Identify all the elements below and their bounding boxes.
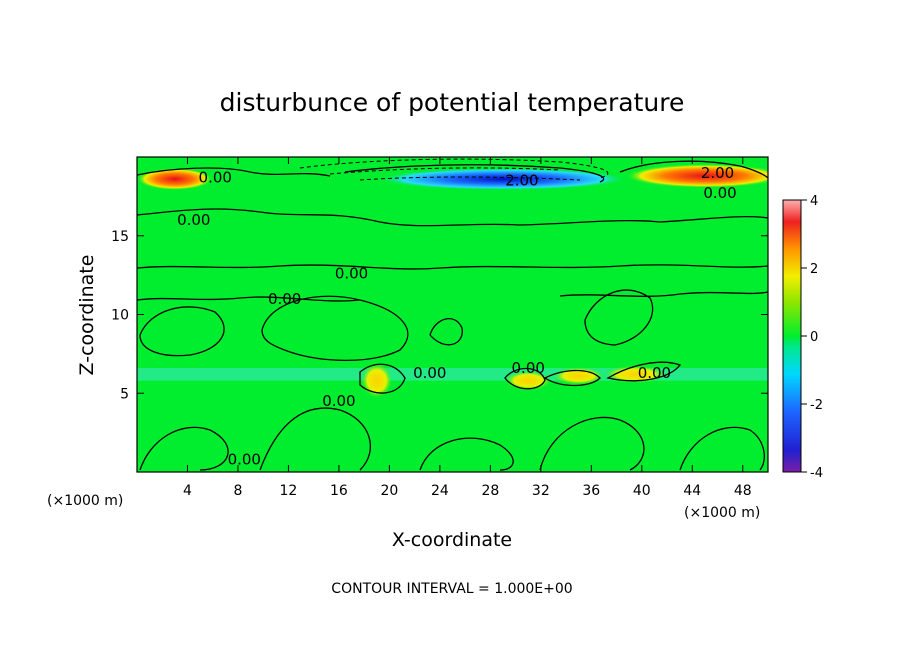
contour-line: [606, 361, 682, 382]
contour-line: [539, 416, 645, 471]
anomaly-blob: [360, 362, 393, 399]
contour-line: [261, 295, 409, 361]
x-unit-left: (×1000 m): [47, 493, 123, 509]
contour-line: [137, 264, 768, 270]
contour-line: [137, 208, 768, 227]
x-tick-label: 4: [183, 483, 192, 499]
contour-line: [559, 291, 768, 297]
contour-line: [584, 289, 654, 346]
x-tick-label: 24: [431, 483, 449, 499]
contour-label: 0.00: [322, 392, 355, 410]
contour-label: 0.00: [268, 290, 301, 308]
contour-line: [429, 318, 463, 346]
temperature-field: [137, 157, 768, 472]
chart-title: disturbunce of potential temperature: [220, 88, 685, 117]
colorbar-tick-label: 4: [810, 194, 818, 209]
x-tick-label: 36: [582, 483, 600, 499]
negative-contour-line: [359, 176, 581, 181]
contour-line: [259, 407, 371, 471]
x-tick-label: 8: [233, 483, 242, 499]
colorbar-gradient: [782, 199, 802, 473]
contour-interval-note: CONTOUR INTERVAL = 1.000E+00: [331, 581, 572, 597]
contour-label: 0.00: [413, 364, 446, 382]
x-tick-label: 32: [532, 483, 550, 499]
x-unit-right: (×1000 m): [684, 505, 760, 521]
contour-line: [504, 367, 546, 390]
contour-line: [137, 296, 361, 302]
contour-label: 0.00: [703, 184, 736, 202]
contour-line: [137, 167, 331, 177]
colorbar-tick-label: 2: [810, 262, 818, 277]
contour-label: 2.00: [701, 164, 734, 182]
contour-line: [359, 363, 406, 394]
anomaly-blob: [137, 168, 213, 191]
contour-line: [139, 426, 229, 471]
contour-label: 0.00: [177, 211, 210, 229]
contour-line: [679, 426, 765, 471]
contour-line: [619, 160, 768, 179]
contour-label: 0.00: [335, 265, 368, 283]
contour-line: [139, 306, 225, 357]
y-tick-label: 5: [120, 386, 129, 402]
anomaly-blob: [377, 168, 628, 191]
cool-band: [137, 368, 768, 381]
x-tick-label: 48: [734, 483, 752, 499]
y-axis-label: Z-coordinate: [76, 255, 98, 376]
x-tick-label: 20: [380, 483, 398, 499]
y-tick-label: 15: [111, 229, 129, 245]
contour-line: [344, 164, 605, 183]
contour-line: [419, 437, 514, 471]
y-tick-label: 10: [111, 308, 129, 324]
negative-contour-line: [299, 158, 609, 179]
colorbar-tick-label: -4: [810, 466, 823, 481]
plot-area: 0.00 2.00 2.00 0.00 0.00 0.00 0.00 0.00 0.00 0.00…: [111, 156, 769, 499]
contour-label: 0.00: [199, 168, 232, 186]
x-tick-label: 16: [330, 483, 348, 499]
contour-line: [543, 369, 601, 387]
x-tick-label: 12: [280, 483, 298, 499]
colorbar: 4 2 0 -2 -4: [782, 194, 823, 481]
x-axis-label: X-coordinate: [392, 529, 512, 551]
x-tick-label: 44: [683, 483, 701, 499]
x-tick-label: 40: [633, 483, 651, 499]
contour-label: 0.00: [638, 364, 671, 382]
colorbar-tick-label: 0: [810, 330, 818, 345]
contour-label: 0.00: [228, 450, 261, 468]
contour-label: 0.00: [512, 359, 545, 377]
x-tick-label: 28: [481, 483, 499, 499]
colorbar-tick-label: -2: [810, 398, 823, 413]
anomaly-blob: [624, 163, 768, 188]
contour-label: 2.00: [505, 172, 538, 190]
field-background: [137, 157, 768, 472]
